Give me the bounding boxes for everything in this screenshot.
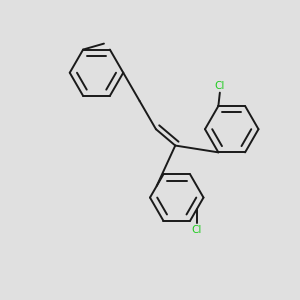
Text: Cl: Cl bbox=[192, 225, 202, 235]
Text: Cl: Cl bbox=[215, 81, 225, 91]
